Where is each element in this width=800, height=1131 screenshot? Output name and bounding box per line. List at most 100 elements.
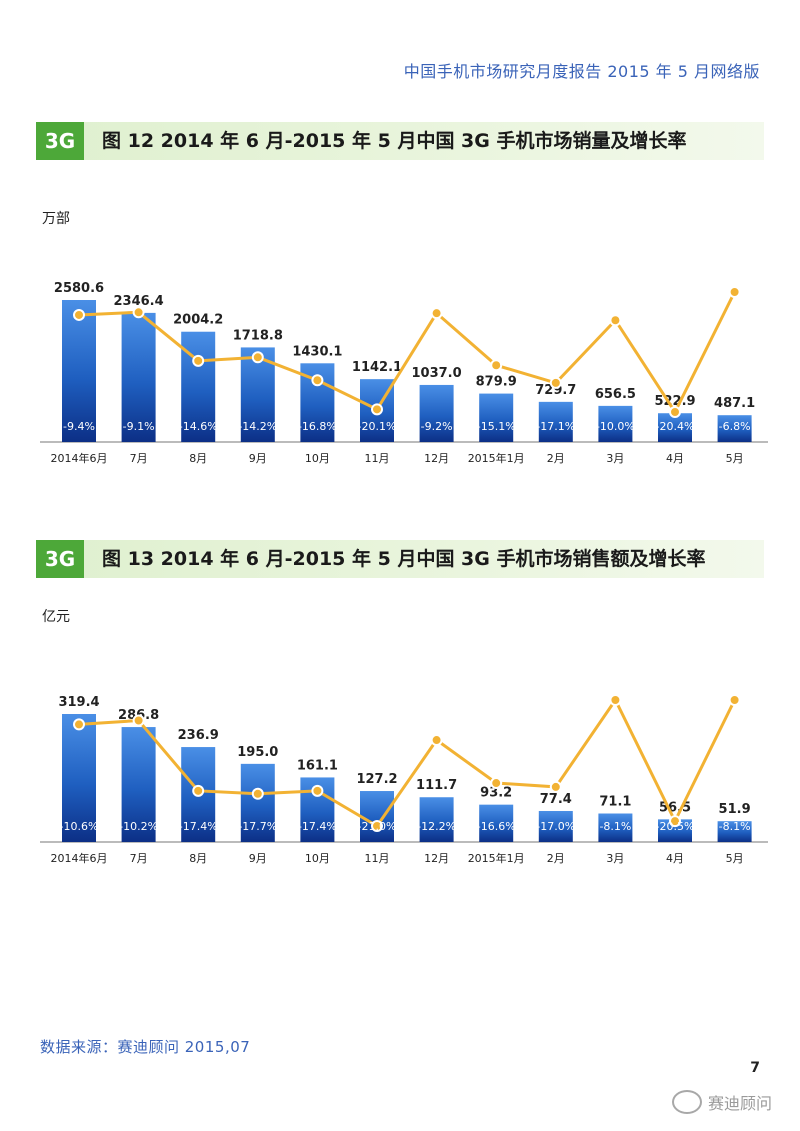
- growth-rate-point: [490, 359, 503, 372]
- bar-value-label: 236.9: [178, 728, 219, 743]
- x-tick-label: 4月: [666, 852, 684, 865]
- bar: [62, 714, 96, 842]
- x-tick-label: 7月: [130, 452, 148, 465]
- watermark-text: 赛迪顾问: [707, 1094, 772, 1113]
- growth-rate-label: -14.2%: [238, 420, 277, 433]
- bar: [62, 300, 96, 442]
- bar: [658, 413, 692, 442]
- bar: [360, 791, 394, 842]
- bar: [419, 384, 454, 442]
- growth-rate-label: -12.2%: [417, 820, 456, 833]
- figure-13-title: 图 13 2014 年 6 月-2015 年 5 月中国 3G 手机市场销售额及…: [102, 548, 706, 570]
- growth-rate-point: [430, 734, 443, 747]
- bar-value-label: 93.2: [480, 786, 512, 801]
- growth-rate-point: [192, 784, 205, 797]
- figure-13-banner: 3G 图 13 2014 年 6 月-2015 年 5 月中国 3G 手机市场销…: [36, 540, 764, 578]
- growth-rate-label: -17.7%: [238, 820, 277, 833]
- bar-value-label: 77.4: [540, 792, 572, 807]
- bar: [240, 763, 275, 842]
- growth-rate-point: [728, 286, 741, 298]
- bar: [658, 819, 692, 842]
- growth-rate-point: [490, 777, 503, 790]
- bar: [598, 405, 633, 442]
- growth-rate-point: [73, 308, 85, 321]
- growth-rate-label: -21.0%: [358, 820, 397, 833]
- bar: [717, 415, 752, 442]
- bar-value-label: 2346.4: [114, 294, 164, 309]
- growth-rate-label: -10.2%: [119, 820, 158, 833]
- growth-rate-point: [549, 376, 562, 389]
- figure-12-banner: 3G 图 12 2014 年 6 月-2015 年 5 月中国 3G 手机市场销…: [36, 122, 764, 160]
- figure-13-chart: 319.42014年6月286.87月236.98月195.09月161.110…: [40, 694, 768, 865]
- bar-value-label: 56.5: [659, 800, 691, 815]
- growth-rate-point: [311, 374, 324, 387]
- bar-value-label: 2580.6: [54, 281, 104, 296]
- growth-rate-label: -17.1%: [536, 420, 575, 433]
- bar: [598, 813, 633, 842]
- growth-rate-point: [609, 694, 622, 706]
- growth-rate-label: -17.0%: [536, 820, 575, 833]
- x-tick-label: 11月: [365, 852, 390, 865]
- growth-rate-label: -9.1%: [123, 420, 155, 433]
- 3g-badge: 3G: [36, 122, 84, 160]
- page-number: 7: [750, 1060, 760, 1076]
- x-tick-label: 10月: [305, 452, 330, 465]
- growth-rate-point: [669, 815, 681, 828]
- growth-rate-point: [132, 714, 145, 727]
- x-tick-label: 9月: [249, 852, 267, 865]
- growth-rate-line: [78, 697, 736, 829]
- x-tick-label: 11月: [365, 452, 390, 465]
- growth-rate-label: -17.4%: [298, 820, 337, 833]
- growth-rate-label: -20.5%: [656, 820, 695, 833]
- figure-12-chart: 2580.6 2014年6月 2346.4 7月 2004.2 8月 1718.8 9月 143…: [40, 281, 768, 465]
- growth-rate-point: [430, 307, 443, 320]
- growth-rate-point: [311, 784, 324, 797]
- growth-rate-line: [78, 291, 736, 416]
- growth-rate-point: [371, 820, 383, 832]
- bar-value-label: 51.9: [719, 802, 751, 817]
- growth-rate-label: -15.1%: [477, 420, 516, 433]
- x-tick-label: 2月: [547, 852, 565, 865]
- bar-value-label: 111.7: [416, 778, 457, 793]
- bar: [121, 312, 156, 442]
- 3g-badge: 3G: [36, 540, 84, 578]
- x-tick-label: 5月: [726, 852, 744, 865]
- x-tick-label: 4月: [666, 452, 684, 465]
- growth-rate-label: -9.4%: [63, 420, 95, 433]
- bar: [538, 810, 573, 842]
- bar-value-label: 487.1: [714, 396, 755, 411]
- growth-rate-point: [251, 787, 264, 800]
- growth-rate-label: -17.4%: [179, 820, 218, 833]
- data-source-note: 数据来源：赛迪顾问 2015,07: [40, 1038, 251, 1056]
- figure-12-title: 图 12 2014 年 6 月-2015 年 5 月中国 3G 手机市场销量及增…: [102, 130, 687, 152]
- growth-rate-label: -20.4%: [656, 420, 695, 433]
- growth-rate-point: [132, 306, 145, 319]
- x-tick-label: 2015年1月: [468, 451, 525, 465]
- x-tick-label: 2014年6月: [51, 451, 108, 465]
- x-tick-label: 12月: [424, 852, 449, 865]
- growth-rate-point: [192, 354, 205, 367]
- bar-value-label: 161.1: [297, 758, 338, 773]
- growth-rate-label: -6.8%: [719, 420, 751, 433]
- bar: [717, 821, 752, 842]
- x-tick-label: 2月: [547, 452, 565, 465]
- x-tick-label: 3月: [606, 452, 624, 465]
- bar-value-label: 729.7: [535, 383, 576, 398]
- growth-rate-point: [73, 718, 85, 731]
- x-tick-label: 3月: [606, 852, 624, 865]
- bar-value-label: 1430.1: [292, 344, 342, 359]
- x-tick-label: 10月: [305, 852, 330, 865]
- x-tick-label: 9月: [249, 452, 267, 465]
- growth-rate-label: -20.1%: [358, 420, 397, 433]
- bar: [538, 401, 573, 442]
- report-header: 中国手机市场研究月度报告 2015 年 5 月网络版: [403, 62, 760, 81]
- wechat-icon: [671, 1090, 702, 1114]
- figure-12-unit: 万部: [42, 211, 70, 227]
- x-tick-label: 2015年1月: [468, 851, 525, 865]
- growth-rate-label: -8.1%: [599, 820, 631, 833]
- x-tick-label: 2014年6月: [51, 851, 108, 865]
- bar: [479, 804, 514, 842]
- growth-rate-point: [251, 351, 264, 364]
- bar-value-label: 2004.2: [173, 313, 223, 328]
- growth-rate-label: -10.0%: [596, 420, 635, 433]
